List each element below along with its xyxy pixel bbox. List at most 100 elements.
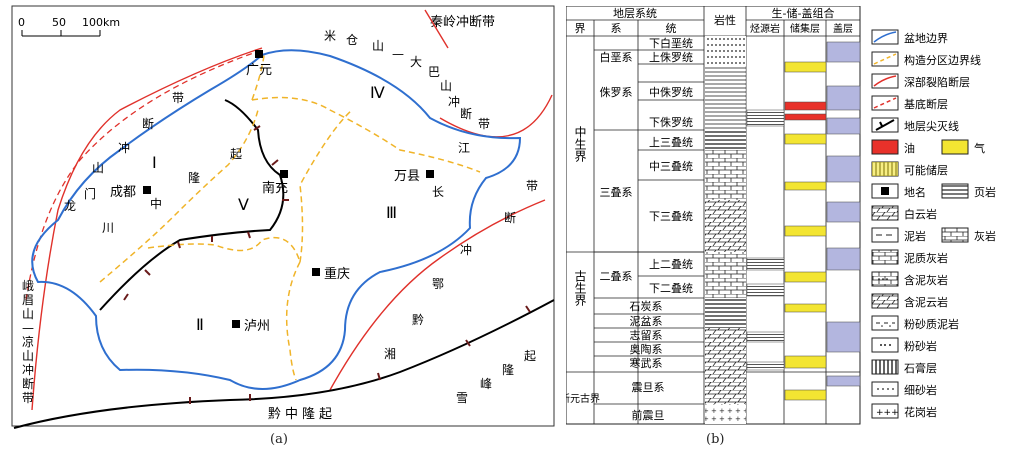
exiang-0: 鄂 xyxy=(432,277,444,291)
xuefeng-qianzhong-boundary xyxy=(13,299,555,429)
stratigraphic-column: + 地层系统 界 系 统 岩性 生-储-盖组合 烃源岩 储集层 盖层 中生界 xyxy=(566,6,861,425)
micang-8: 断 xyxy=(460,106,472,121)
qinling-label: 秦岭冲断带 xyxy=(430,15,495,30)
sys-cretaceous: 白垩系 xyxy=(600,50,633,64)
legend-gas: 气 xyxy=(974,141,985,155)
scale-bar: 0 50 100km xyxy=(18,16,120,37)
ser-upper-triassic: 上三叠统 xyxy=(649,136,693,149)
legend-silty-mudstone: 粉砂质泥岩 xyxy=(904,317,959,331)
chuanzhong-3: 起 xyxy=(230,147,242,161)
ser-lower-triassic: 下三叠统 xyxy=(649,210,693,223)
longmen-3: 山 xyxy=(92,161,104,175)
header-source: 烃源岩 xyxy=(750,22,780,35)
sys-carboniferous: 石炭系 xyxy=(630,300,663,313)
city-chengdu: 成都 xyxy=(110,185,136,200)
sys-jurassic: 侏罗系 xyxy=(600,86,633,99)
emei-1: 眉 xyxy=(22,293,34,307)
sys-silurian: 志留系 xyxy=(630,329,663,342)
micang-0: 米 xyxy=(324,29,336,43)
scale-zero: 0 xyxy=(18,16,25,29)
legend-zone-boundary: 构造分区边界线 xyxy=(904,53,981,67)
source-rock-column xyxy=(746,109,785,371)
ser-upper-permian: 上二叠统 xyxy=(649,258,693,271)
city-chongqing: 重庆 xyxy=(324,266,350,282)
sys-sinian: 震旦系 xyxy=(632,381,665,394)
system-labels: 白垩系 侏罗系 三叠系 二叠系 石炭系 泥盆系 志留系 奥陶系 寒武系 震旦系 … xyxy=(600,50,665,422)
era-paleozoic: 古生界 xyxy=(573,269,587,307)
sys-ordovician: 奥陶系 xyxy=(630,342,663,356)
micang-1: 仓 xyxy=(346,33,358,47)
city-markers xyxy=(143,50,434,328)
legend-fine-sandstone: 细砂岩 xyxy=(904,383,937,397)
sys-presinian: 前震旦 xyxy=(632,408,665,422)
emei-8: 带 xyxy=(22,391,34,405)
ser-lower-permian: 下二叠统 xyxy=(649,282,693,295)
micang-6: 山 xyxy=(440,79,452,93)
longmen-0: 带 xyxy=(172,91,184,105)
legend-possible-reservoir: 可能储层 xyxy=(904,163,948,177)
legend-mudstone: 泥岩 xyxy=(904,229,926,243)
ser-middle-jurassic: 中侏罗统 xyxy=(649,86,693,99)
header-reservoir: 储集层 xyxy=(790,22,820,35)
legend-gypsum: 石膏层 xyxy=(904,361,937,375)
legend-basement-fault: 基底断层 xyxy=(904,97,948,111)
header-combo: 生-储-盖组合 xyxy=(772,6,835,20)
era-mesozoic: 中生界 xyxy=(573,125,587,163)
sichuan-basin-map: 0 50 100km 秦岭冲断带 广元 成都 xyxy=(11,5,555,429)
deep-fault-northeast xyxy=(439,94,553,138)
xuefeng-0: 雪 xyxy=(456,391,468,405)
zone-5: Ⅴ xyxy=(238,195,249,214)
chang: 长 xyxy=(432,185,444,199)
chuanzhong-0: 川 xyxy=(102,221,114,235)
legend: 盆地边界 构造分区边界线 深部裂陷断层 基底断层 地层尖灭线 油 气 可能储层 … xyxy=(871,29,996,419)
reservoir-column xyxy=(784,61,827,401)
caption-a: (a) xyxy=(270,432,288,447)
chuanzhong-1: 中 xyxy=(150,196,162,211)
longmen-1: 断 xyxy=(142,116,154,131)
city-labels: 广元 成都 南充 万县 重庆 泸州 xyxy=(110,63,420,334)
caption-b: (b) xyxy=(706,432,725,447)
longmen-2: 冲 xyxy=(118,140,130,155)
deep-fault-southeast xyxy=(329,199,546,391)
legend-pinchout: 地层尖灭线 xyxy=(904,119,959,133)
city-luzhou: 泸州 xyxy=(244,319,270,334)
era-neoproterozoic: 新元古界 xyxy=(566,392,600,405)
longmen-4: 门 xyxy=(84,186,96,201)
fault-glyph-labels: 米 仓 山 — 大 巴 山 冲 断 带 带 断 冲 山 门 龙 峨 眉 山 — … xyxy=(22,29,538,405)
micang-5: 巴 xyxy=(428,65,440,79)
zone-labels: Ⅰ Ⅱ Ⅲ Ⅳ Ⅴ xyxy=(152,83,397,334)
xuefeng-2: 隆 xyxy=(502,362,514,377)
pinchout-ticks xyxy=(123,125,531,404)
chuanzhong-2: 隆 xyxy=(188,170,200,185)
zone-4: Ⅳ xyxy=(370,83,385,102)
exiang-1: 黔 xyxy=(412,312,424,327)
legend-granite: 花岗岩 xyxy=(904,405,937,419)
micang-3: — xyxy=(392,47,404,61)
sys-cambrian: 寒武系 xyxy=(630,356,663,370)
header-jie: 界 xyxy=(575,22,586,35)
micang-4: 大 xyxy=(410,55,422,69)
qinling-fault xyxy=(424,9,449,49)
lithology-column xyxy=(705,36,746,424)
exiang-2: 湘 xyxy=(384,346,396,361)
legend-place-name: 地名 xyxy=(904,185,926,199)
legend-limestone: 灰岩 xyxy=(974,229,996,243)
emei-7: 断 xyxy=(22,376,34,391)
zone-2: Ⅱ xyxy=(196,315,204,334)
scale-mid: 50 xyxy=(52,16,66,29)
sys-triassic: 三叠系 xyxy=(600,186,633,199)
emei-6: 冲 xyxy=(22,362,34,377)
emei-2: 山 xyxy=(22,307,34,321)
emei-0: 峨 xyxy=(22,279,34,293)
deep-fault-west xyxy=(31,47,263,411)
chongduan-1: 断 xyxy=(504,210,516,225)
chongduan-0: 带 xyxy=(526,179,538,193)
micang-2: 山 xyxy=(372,39,384,53)
emei-5: 山 xyxy=(22,349,34,363)
header-system: 地层系统 xyxy=(613,7,657,20)
xuefeng-1: 峰 xyxy=(480,377,492,391)
city-wanxian: 万县 xyxy=(394,169,420,184)
legend-shale: 页岩 xyxy=(974,185,996,199)
legend-deep-fault: 深部裂陷断层 xyxy=(904,75,970,89)
header-tong: 统 xyxy=(666,22,677,35)
